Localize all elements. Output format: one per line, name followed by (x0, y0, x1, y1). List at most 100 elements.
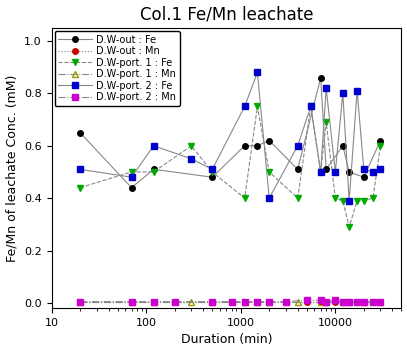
D.W-port. 1 : Fe: (4e+03, 0.4): Fe: (4e+03, 0.4) (295, 196, 300, 200)
D.W-port. 2 : Fe: (1.7e+04, 0.81): Fe: (1.7e+04, 0.81) (354, 89, 359, 93)
D.W-port. 2 : Mn: (3e+04, 0.005): Mn: (3e+04, 0.005) (378, 300, 383, 304)
D.W-port. 1 : Mn: (7e+03, 0.005): Mn: (7e+03, 0.005) (318, 300, 323, 304)
D.W-port. 2 : Fe: (1.5e+03, 0.88): Fe: (1.5e+03, 0.88) (255, 70, 260, 75)
D.W-port. 2 : Mn: (1.7e+04, 0.005): Mn: (1.7e+04, 0.005) (354, 300, 359, 304)
D.W-port. 2 : Mn: (1.1e+03, 0.005): Mn: (1.1e+03, 0.005) (242, 300, 247, 304)
D.W-port. 2 : Mn: (2e+04, 0.005): Mn: (2e+04, 0.005) (361, 300, 366, 304)
D.W-port. 2 : Fe: (2.5e+04, 0.5): Fe: (2.5e+04, 0.5) (370, 170, 375, 174)
D.W-port. 1 : Mn: (2e+04, 0.005): Mn: (2e+04, 0.005) (361, 300, 366, 304)
D.W-port. 2 : Fe: (120, 0.6): Fe: (120, 0.6) (151, 144, 156, 148)
D.W-port. 1 : Fe: (70, 0.5): Fe: (70, 0.5) (129, 170, 134, 174)
D.W-port. 2 : Mn: (20, 0.005): Mn: (20, 0.005) (78, 300, 83, 304)
D.W-out : Mn: (70, 0.005): Mn: (70, 0.005) (129, 300, 134, 304)
D.W-port. 2 : Mn: (1.4e+04, 0.005): Mn: (1.4e+04, 0.005) (347, 300, 352, 304)
D.W-port. 1 : Mn: (2e+03, 0.005): Mn: (2e+03, 0.005) (267, 300, 271, 304)
Line: D.W-port. 2 : Mn: D.W-port. 2 : Mn (77, 297, 383, 304)
D.W-out : Fe: (1.2e+04, 0.6): Fe: (1.2e+04, 0.6) (340, 144, 345, 148)
D.W-out : Mn: (5e+03, 0.005): Mn: (5e+03, 0.005) (304, 300, 309, 304)
D.W-port. 2 : Fe: (8e+03, 0.82): Fe: (8e+03, 0.82) (324, 86, 328, 90)
D.W-port. 2 : Fe: (2e+04, 0.51): Fe: (2e+04, 0.51) (361, 167, 366, 171)
D.W-out : Mn: (200, 0.005): Mn: (200, 0.005) (172, 300, 177, 304)
D.W-out : Fe: (3e+04, 0.62): Fe: (3e+04, 0.62) (378, 138, 383, 143)
D.W-port. 2 : Mn: (70, 0.005): Mn: (70, 0.005) (129, 300, 134, 304)
D.W-port. 1 : Fe: (300, 0.6): Fe: (300, 0.6) (189, 144, 194, 148)
D.W-port. 1 : Fe: (1.1e+03, 0.4): Fe: (1.1e+03, 0.4) (242, 196, 247, 200)
D.W-port. 1 : Fe: (3e+04, 0.6): Fe: (3e+04, 0.6) (378, 144, 383, 148)
D.W-port. 1 : Fe: (7e+03, 0.5): Fe: (7e+03, 0.5) (318, 170, 323, 174)
D.W-port. 1 : Mn: (3e+04, 0.005): Mn: (3e+04, 0.005) (378, 300, 383, 304)
D.W-port. 1 : Mn: (20, 0.005): Mn: (20, 0.005) (78, 300, 83, 304)
D.W-port. 1 : Fe: (1.7e+04, 0.39): Fe: (1.7e+04, 0.39) (354, 199, 359, 203)
Line: D.W-port. 1 : Mn: D.W-port. 1 : Mn (77, 298, 384, 305)
D.W-port. 2 : Fe: (300, 0.55): Fe: (300, 0.55) (189, 157, 194, 161)
D.W-port. 2 : Fe: (5.5e+03, 0.75): Fe: (5.5e+03, 0.75) (309, 104, 313, 108)
Title: Col.1 Fe/Mn leachate: Col.1 Fe/Mn leachate (140, 6, 313, 24)
D.W-port. 1 : Fe: (8e+03, 0.69): Fe: (8e+03, 0.69) (324, 120, 328, 124)
D.W-out : Mn: (120, 0.005): Mn: (120, 0.005) (151, 300, 156, 304)
D.W-port. 2 : Fe: (1.2e+04, 0.8): Fe: (1.2e+04, 0.8) (340, 91, 345, 95)
D.W-port. 1 : Mn: (1.4e+04, 0.005): Mn: (1.4e+04, 0.005) (347, 300, 352, 304)
D.W-port. 2 : Mn: (3e+03, 0.005): Mn: (3e+03, 0.005) (283, 300, 288, 304)
D.W-out : Mn: (3e+03, 0.005): Mn: (3e+03, 0.005) (283, 300, 288, 304)
D.W-port. 2 : Mn: (2e+03, 0.005): Mn: (2e+03, 0.005) (267, 300, 271, 304)
D.W-port. 1 : Fe: (1.4e+04, 0.29): Fe: (1.4e+04, 0.29) (347, 225, 352, 229)
D.W-port. 1 : Fe: (20, 0.44): Fe: (20, 0.44) (78, 186, 83, 190)
D.W-port. 1 : Fe: (5.5e+03, 0.75): Fe: (5.5e+03, 0.75) (309, 104, 313, 108)
Line: D.W-out : Mn: D.W-out : Mn (77, 299, 383, 304)
D.W-out : Fe: (20, 0.65): Fe: (20, 0.65) (78, 131, 83, 135)
D.W-out : Mn: (8e+03, 0.005): Mn: (8e+03, 0.005) (324, 300, 328, 304)
D.W-out : Mn: (1.5e+03, 0.005): Mn: (1.5e+03, 0.005) (255, 300, 260, 304)
D.W-port. 2 : Mn: (1e+04, 0.01): Mn: (1e+04, 0.01) (333, 298, 338, 302)
D.W-port. 1 : Fe: (2e+04, 0.39): Fe: (2e+04, 0.39) (361, 199, 366, 203)
D.W-port. 1 : Mn: (70, 0.005): Mn: (70, 0.005) (129, 300, 134, 304)
D.W-out : Mn: (1.4e+04, 0.005): Mn: (1.4e+04, 0.005) (347, 300, 352, 304)
D.W-port. 2 : Fe: (20, 0.51): Fe: (20, 0.51) (78, 167, 83, 171)
D.W-port. 1 : Fe: (2.5e+04, 0.4): Fe: (2.5e+04, 0.4) (370, 196, 375, 200)
D.W-out : Mn: (7e+03, 0.005): Mn: (7e+03, 0.005) (318, 300, 323, 304)
D.W-out : Fe: (8e+03, 0.51): Fe: (8e+03, 0.51) (324, 167, 328, 171)
D.W-out : Fe: (1.1e+03, 0.6): Fe: (1.1e+03, 0.6) (242, 144, 247, 148)
D.W-out : Mn: (500, 0.005): Mn: (500, 0.005) (210, 300, 215, 304)
D.W-out : Mn: (20, 0.005): Mn: (20, 0.005) (78, 300, 83, 304)
D.W-port. 2 : Fe: (3e+04, 0.51): Fe: (3e+04, 0.51) (378, 167, 383, 171)
D.W-port. 2 : Mn: (200, 0.005): Mn: (200, 0.005) (172, 300, 177, 304)
D.W-out : Mn: (2e+03, 0.005): Mn: (2e+03, 0.005) (267, 300, 271, 304)
D.W-out : Mn: (1.2e+04, 0.005): Mn: (1.2e+04, 0.005) (340, 300, 345, 304)
D.W-port. 2 : Mn: (2.5e+04, 0.005): Mn: (2.5e+04, 0.005) (370, 300, 375, 304)
D.W-port. 1 : Fe: (500, 0.5): Fe: (500, 0.5) (210, 170, 215, 174)
D.W-out : Mn: (1.1e+03, 0.005): Mn: (1.1e+03, 0.005) (242, 300, 247, 304)
X-axis label: Duration (min): Duration (min) (181, 333, 272, 346)
D.W-out : Fe: (7e+03, 0.86): Fe: (7e+03, 0.86) (318, 76, 323, 80)
D.W-port. 2 : Mn: (500, 0.005): Mn: (500, 0.005) (210, 300, 215, 304)
D.W-out : Mn: (1.7e+04, 0.005): Mn: (1.7e+04, 0.005) (354, 300, 359, 304)
D.W-out : Mn: (800, 0.005): Mn: (800, 0.005) (229, 300, 234, 304)
D.W-port. 1 : Fe: (1.2e+04, 0.39): Fe: (1.2e+04, 0.39) (340, 199, 345, 203)
D.W-port. 2 : Fe: (2e+03, 0.4): Fe: (2e+03, 0.4) (267, 196, 271, 200)
D.W-port. 2 : Mn: (7e+03, 0.01): Mn: (7e+03, 0.01) (318, 298, 323, 302)
D.W-port. 2 : Fe: (7e+03, 0.5): Fe: (7e+03, 0.5) (318, 170, 323, 174)
D.W-port. 1 : Fe: (120, 0.5): Fe: (120, 0.5) (151, 170, 156, 174)
D.W-out : Fe: (2e+04, 0.48): Fe: (2e+04, 0.48) (361, 175, 366, 179)
D.W-port. 1 : Fe: (1e+04, 0.4): Fe: (1e+04, 0.4) (333, 196, 338, 200)
Line: D.W-port. 1 : Fe: D.W-port. 1 : Fe (77, 103, 384, 231)
D.W-out : Mn: (1e+04, 0.005): Mn: (1e+04, 0.005) (333, 300, 338, 304)
D.W-port. 2 : Fe: (1e+04, 0.5): Fe: (1e+04, 0.5) (333, 170, 338, 174)
D.W-port. 2 : Mn: (5e+03, 0.01): Mn: (5e+03, 0.01) (304, 298, 309, 302)
D.W-port. 2 : Fe: (500, 0.51): Fe: (500, 0.51) (210, 167, 215, 171)
D.W-port. 1 : Mn: (120, 0.005): Mn: (120, 0.005) (151, 300, 156, 304)
D.W-port. 1 : Mn: (4e+03, 0.005): Mn: (4e+03, 0.005) (295, 300, 300, 304)
D.W-port. 2 : Mn: (800, 0.005): Mn: (800, 0.005) (229, 300, 234, 304)
D.W-out : Fe: (120, 0.51): Fe: (120, 0.51) (151, 167, 156, 171)
D.W-port. 1 : Mn: (300, 0.005): Mn: (300, 0.005) (189, 300, 194, 304)
D.W-port. 2 : Fe: (4e+03, 0.6): Fe: (4e+03, 0.6) (295, 144, 300, 148)
D.W-port. 2 : Mn: (120, 0.005): Mn: (120, 0.005) (151, 300, 156, 304)
D.W-port. 2 : Fe: (70, 0.48): Fe: (70, 0.48) (129, 175, 134, 179)
D.W-out : Fe: (1.4e+04, 0.5): Fe: (1.4e+04, 0.5) (347, 170, 352, 174)
D.W-port. 1 : Mn: (500, 0.005): Mn: (500, 0.005) (210, 300, 215, 304)
D.W-port. 1 : Mn: (1.5e+03, 0.005): Mn: (1.5e+03, 0.005) (255, 300, 260, 304)
D.W-port. 1 : Mn: (1.1e+03, 0.005): Mn: (1.1e+03, 0.005) (242, 300, 247, 304)
D.W-out : Fe: (500, 0.48): Fe: (500, 0.48) (210, 175, 215, 179)
D.W-port. 2 : Mn: (8e+03, 0.005): Mn: (8e+03, 0.005) (324, 300, 328, 304)
D.W-port. 1 : Mn: (8e+03, 0.005): Mn: (8e+03, 0.005) (324, 300, 328, 304)
D.W-out : Fe: (2e+03, 0.62): Fe: (2e+03, 0.62) (267, 138, 271, 143)
